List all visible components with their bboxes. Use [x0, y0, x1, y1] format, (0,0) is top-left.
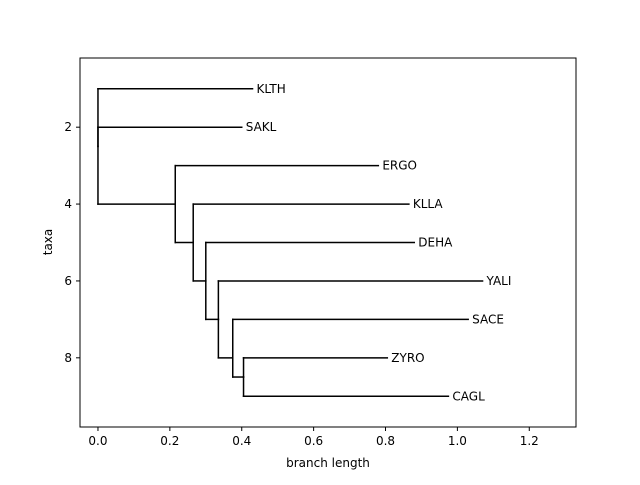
- taxon-label: ERGO: [382, 159, 417, 173]
- x-tick-label: 0.4: [232, 434, 251, 448]
- y-tick-label: 6: [64, 274, 72, 288]
- taxon-label: SAKL: [246, 120, 277, 134]
- taxon-label: CAGL: [452, 389, 485, 403]
- y-axis-label: taxa: [41, 229, 55, 256]
- x-axis: 0.0 0.2 0.4 0.6 0.8 1.0 1.2: [88, 427, 539, 448]
- tree-edges: [97, 88, 484, 397]
- taxon-label: ZYRO: [391, 351, 424, 365]
- x-axis-label: branch length: [286, 456, 370, 470]
- taxon-labels: KLTH SAKL ERGO KLLA DEHA YALI SACE ZYRO CAGL: [246, 82, 512, 404]
- y-tick-label: 4: [64, 197, 72, 211]
- taxon-label: KLTH: [257, 82, 286, 96]
- taxon-label: SACE: [472, 312, 504, 326]
- x-tick-label: 0.8: [376, 434, 395, 448]
- x-tick-label: 1.2: [520, 434, 539, 448]
- taxon-label: YALI: [486, 274, 512, 288]
- x-tick-label: 1.0: [448, 434, 467, 448]
- y-tick-label: 2: [64, 120, 72, 134]
- y-tick-label: 8: [64, 351, 72, 365]
- x-tick-label: 0.2: [160, 434, 179, 448]
- taxon-label: KLLA: [413, 197, 444, 211]
- x-tick-label: 0.6: [304, 434, 323, 448]
- taxon-label: DEHA: [418, 236, 453, 250]
- y-axis: 2 4 6 8: [64, 120, 80, 365]
- x-tick-label: 0.0: [88, 434, 107, 448]
- plot-frame: [79, 57, 577, 428]
